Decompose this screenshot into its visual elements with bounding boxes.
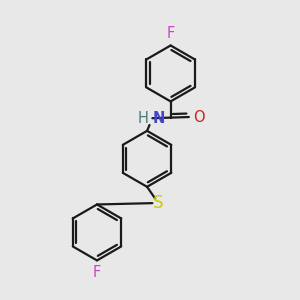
Text: F: F — [93, 265, 101, 280]
Text: O: O — [193, 110, 205, 124]
Text: F: F — [167, 26, 175, 41]
Text: S: S — [153, 194, 164, 212]
Text: H: H — [138, 111, 148, 126]
Text: N: N — [153, 111, 165, 126]
